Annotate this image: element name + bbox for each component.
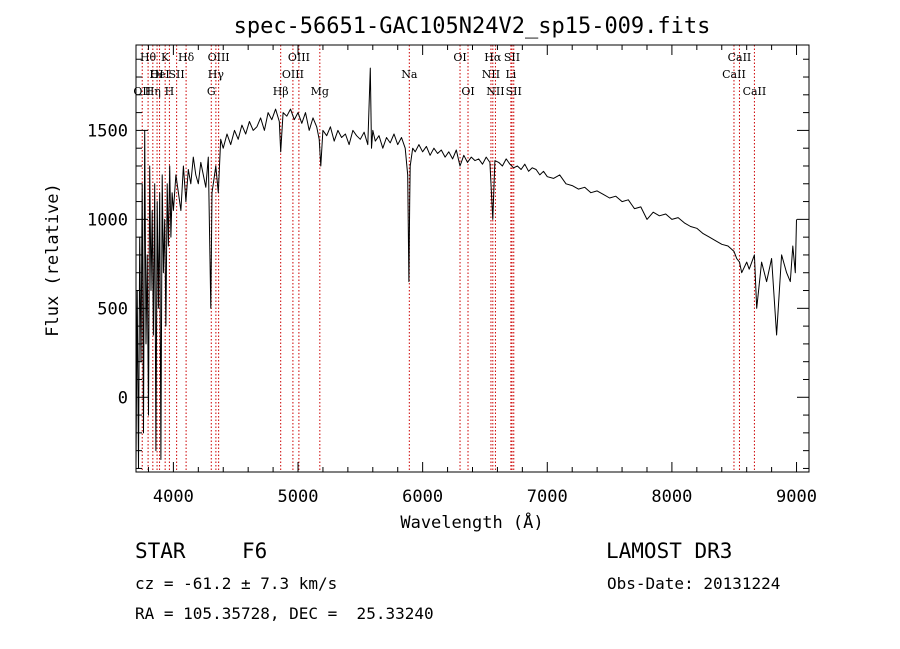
marker-label-14: OIII bbox=[288, 51, 310, 64]
marker-label-17: OI bbox=[453, 51, 466, 64]
marker-label-22: Li bbox=[505, 68, 516, 81]
x-tick-label-6000: 6000 bbox=[402, 487, 443, 507]
x-tick-label-9000: 9000 bbox=[776, 487, 817, 507]
marker-label-24: SII bbox=[506, 85, 522, 98]
marker-label-4: HeI bbox=[149, 68, 169, 81]
spectrum-trace bbox=[135, 67, 797, 469]
y-tick-label-0: 0 bbox=[118, 388, 128, 408]
marker-label-3: OI bbox=[150, 68, 163, 81]
marker-label-26: CaII bbox=[728, 51, 752, 64]
y-tick-label-500: 500 bbox=[97, 299, 128, 319]
survey-name: LAMOST DR3 bbox=[606, 539, 733, 563]
y-tick-label-1500: 1500 bbox=[87, 121, 128, 141]
marker-label-19: NII bbox=[482, 68, 500, 81]
object-class: STAR bbox=[135, 539, 186, 563]
marker-label-10: Hγ bbox=[208, 68, 225, 81]
marker-label-0: OII bbox=[133, 85, 151, 98]
marker-label-15: Mg bbox=[311, 85, 329, 98]
marker-label-6: H bbox=[165, 85, 175, 98]
marker-label-7: SII bbox=[169, 68, 185, 81]
marker-label-21: NII bbox=[486, 85, 504, 98]
x-axis-label: Wavelength (Å) bbox=[400, 511, 543, 533]
marker-label-18: OI bbox=[461, 85, 474, 98]
marker-label-27: CaII bbox=[743, 85, 767, 98]
line-markers bbox=[141, 45, 755, 472]
plot-frame bbox=[135, 44, 810, 473]
x-tick-label-5000: 5000 bbox=[278, 487, 319, 507]
redshift-cz: cz = -61.2 ± 7.3 km/s bbox=[135, 574, 338, 593]
marker-label-8: Hδ bbox=[178, 51, 195, 64]
x-tick-label-8000: 8000 bbox=[651, 487, 692, 507]
marker-label-2: Hη bbox=[145, 85, 161, 98]
x-tick-label-4000: 4000 bbox=[153, 487, 194, 507]
marker-label-9: G bbox=[207, 85, 216, 98]
marker-label-20: Hα bbox=[484, 51, 502, 64]
observation-date: Obs-Date: 20131224 bbox=[607, 574, 781, 593]
marker-label-13: OIII bbox=[282, 68, 304, 81]
x-tick-label-7000: 7000 bbox=[527, 487, 568, 507]
marker-label-1: Hθ bbox=[140, 51, 157, 64]
marker-label-11: OIII bbox=[208, 51, 230, 64]
y-tick-label-1000: 1000 bbox=[87, 210, 128, 230]
y-axis-label: Flux (relative) bbox=[43, 183, 63, 337]
marker-label-12: Hβ bbox=[273, 85, 289, 98]
object-subclass: F6 bbox=[242, 539, 268, 563]
marker-label-25: CaII bbox=[722, 68, 746, 81]
marker-label-5: K bbox=[161, 51, 170, 64]
axis-ticks: 4000 5000 6000 7000 8000 9000 0 500 1000 1500 bbox=[87, 45, 817, 507]
spectrum-line bbox=[135, 67, 797, 469]
marker-labels: OIIHθHηOIHeIKHSIIHδGHγOIIIHβOIIIOIIIMgNa… bbox=[133, 51, 766, 98]
coordinates: RA = 105.35728, DEC = 25.33240 bbox=[135, 604, 434, 623]
marker-label-16: Na bbox=[401, 68, 418, 81]
chart-title: spec-56651-GAC105N24V2_sp15-009.fits bbox=[234, 14, 711, 39]
marker-label-23: SII bbox=[504, 51, 520, 64]
